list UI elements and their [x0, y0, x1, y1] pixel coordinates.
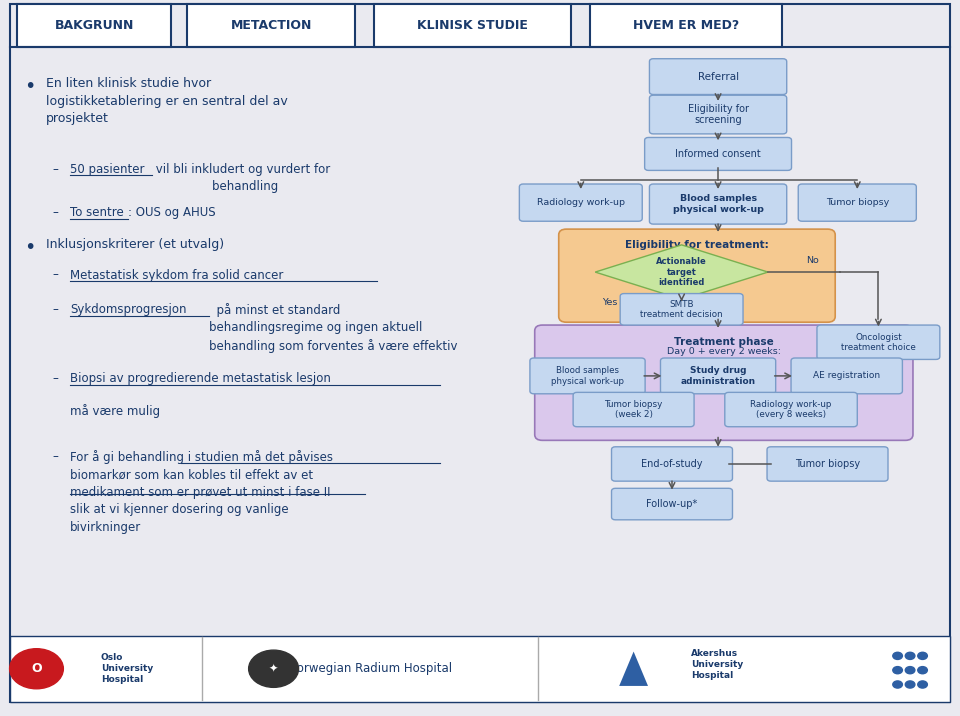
FancyBboxPatch shape [799, 184, 916, 221]
Circle shape [893, 667, 902, 674]
Text: KLINISK STUDIE: KLINISK STUDIE [418, 19, 528, 32]
Text: METACTION: METACTION [230, 19, 312, 32]
Text: Yes: Yes [602, 298, 617, 307]
FancyBboxPatch shape [767, 447, 888, 481]
Text: Day 0 + every 2 weeks:: Day 0 + every 2 weeks: [667, 347, 780, 356]
FancyBboxPatch shape [649, 184, 787, 224]
Text: –: – [53, 303, 59, 316]
Text: Eligibility for treatment:: Eligibility for treatment: [625, 240, 769, 250]
Text: Radiology work-up: Radiology work-up [537, 198, 625, 207]
FancyBboxPatch shape [649, 59, 787, 95]
FancyBboxPatch shape [10, 4, 950, 702]
FancyBboxPatch shape [17, 4, 171, 47]
Text: •: • [24, 238, 36, 257]
FancyBboxPatch shape [620, 294, 743, 325]
Text: Eligibility for
screening: Eligibility for screening [687, 104, 749, 125]
Text: •: • [24, 77, 36, 97]
Circle shape [918, 652, 927, 659]
Polygon shape [595, 245, 768, 299]
Text: Referral: Referral [698, 72, 738, 82]
Circle shape [905, 667, 915, 674]
Text: Treatment phase: Treatment phase [674, 337, 774, 347]
Text: –: – [53, 372, 59, 385]
Text: Blood samples
physical work-up: Blood samples physical work-up [673, 194, 763, 214]
Polygon shape [619, 652, 648, 686]
Circle shape [893, 681, 902, 688]
Text: på minst et standard
behandlingsregime og ingen aktuell
behandling som forventes: på minst et standard behandlingsregime o… [209, 303, 458, 353]
Circle shape [10, 649, 63, 689]
FancyBboxPatch shape [10, 636, 950, 702]
Text: Akershus
University
Hospital: Akershus University Hospital [691, 649, 743, 680]
Text: Tumor biopsy
(week 2): Tumor biopsy (week 2) [605, 400, 662, 420]
Text: To sentre: To sentre [70, 206, 124, 219]
Circle shape [905, 652, 915, 659]
FancyBboxPatch shape [535, 325, 913, 440]
Text: Study drug
administration: Study drug administration [681, 366, 756, 386]
Text: End-of-study: End-of-study [641, 459, 703, 469]
Text: Tumor biopsy: Tumor biopsy [826, 198, 889, 207]
Text: Oslo
University
Hospital: Oslo University Hospital [101, 653, 153, 684]
Text: Informed consent: Informed consent [675, 149, 761, 159]
FancyBboxPatch shape [791, 358, 902, 394]
Text: Metastatisk sykdom fra solid cancer: Metastatisk sykdom fra solid cancer [70, 268, 283, 281]
FancyBboxPatch shape [649, 95, 787, 134]
Circle shape [918, 667, 927, 674]
Text: Oncologist
treatment choice: Oncologist treatment choice [841, 332, 916, 352]
Text: AE registration: AE registration [813, 372, 880, 380]
FancyBboxPatch shape [573, 392, 694, 427]
Circle shape [918, 681, 927, 688]
Text: må være mulig: må være mulig [70, 404, 160, 418]
FancyBboxPatch shape [187, 4, 355, 47]
FancyBboxPatch shape [817, 325, 940, 359]
Text: No: No [806, 256, 819, 265]
Text: Blood samples
physical work-up: Blood samples physical work-up [551, 366, 624, 386]
Text: O: O [31, 662, 42, 675]
Text: –: – [53, 268, 59, 281]
Circle shape [893, 652, 902, 659]
Circle shape [905, 681, 915, 688]
Text: HVEM ER MED?: HVEM ER MED? [634, 19, 739, 32]
Text: vil bli inkludert og vurdert for
                behandling: vil bli inkludert og vurdert for behandl… [152, 163, 330, 193]
Text: ✦: ✦ [269, 664, 278, 674]
Text: Actionable
target
identified: Actionable target identified [657, 257, 707, 287]
Text: En liten klinisk studie hvor
logistikketablering er en sentral del av
prosjektet: En liten klinisk studie hvor logistikket… [46, 77, 288, 125]
Text: 50 pasienter: 50 pasienter [70, 163, 145, 175]
Text: For å gi behandling i studien må det påvises
biomarkør som kan kobles til effekt: For å gi behandling i studien må det påv… [70, 450, 333, 533]
Circle shape [249, 650, 299, 687]
Text: BAKGRUNN: BAKGRUNN [55, 19, 133, 32]
Text: Tumor biopsy: Tumor biopsy [795, 459, 860, 469]
Text: Biopsi av progredierende metastatisk lesjon: Biopsi av progredierende metastatisk les… [70, 372, 331, 385]
FancyBboxPatch shape [725, 392, 857, 427]
FancyBboxPatch shape [660, 358, 776, 394]
Text: Radiology work-up
(every 8 weeks): Radiology work-up (every 8 weeks) [751, 400, 831, 420]
Text: –: – [53, 206, 59, 219]
Text: : OUS og AHUS: : OUS og AHUS [128, 206, 215, 219]
FancyBboxPatch shape [559, 229, 835, 322]
FancyBboxPatch shape [519, 184, 642, 221]
FancyBboxPatch shape [645, 137, 791, 170]
Text: –: – [53, 163, 59, 175]
Text: SMTB
treatment decision: SMTB treatment decision [640, 299, 723, 319]
FancyBboxPatch shape [612, 488, 732, 520]
Text: Sykdomsprogresjon: Sykdomsprogresjon [70, 303, 186, 316]
FancyBboxPatch shape [530, 358, 645, 394]
Text: Norwegian Radium Hospital: Norwegian Radium Hospital [288, 662, 451, 675]
FancyBboxPatch shape [374, 4, 571, 47]
FancyBboxPatch shape [590, 4, 782, 47]
Text: Inklusjonskriterer (et utvalg): Inklusjonskriterer (et utvalg) [46, 238, 225, 251]
Text: –: – [53, 450, 59, 463]
FancyBboxPatch shape [612, 447, 732, 481]
Text: Follow-up*: Follow-up* [646, 499, 698, 509]
